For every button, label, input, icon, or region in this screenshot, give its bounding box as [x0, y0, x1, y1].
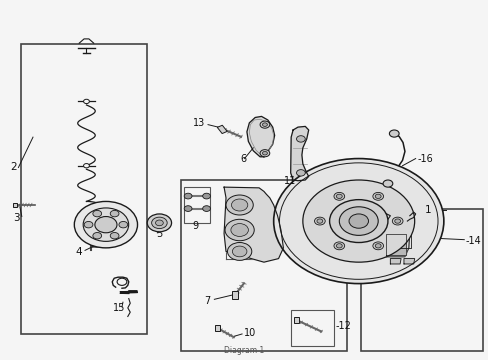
- Polygon shape: [389, 258, 400, 264]
- Text: 15: 15: [113, 303, 125, 313]
- Circle shape: [95, 216, 117, 233]
- Circle shape: [262, 123, 267, 126]
- Circle shape: [372, 192, 383, 200]
- Polygon shape: [386, 234, 405, 255]
- Text: 4: 4: [75, 247, 82, 257]
- Circle shape: [262, 152, 267, 155]
- Circle shape: [394, 219, 400, 223]
- Circle shape: [119, 221, 127, 228]
- Bar: [21, 44, 147, 334]
- Circle shape: [336, 194, 342, 198]
- Bar: [215, 325, 220, 331]
- Text: 8: 8: [284, 245, 290, 255]
- Circle shape: [316, 219, 322, 223]
- Circle shape: [382, 180, 392, 187]
- Circle shape: [184, 206, 192, 211]
- Text: 3: 3: [14, 212, 20, 222]
- Circle shape: [202, 206, 210, 211]
- Circle shape: [339, 207, 377, 235]
- Circle shape: [202, 193, 210, 199]
- Circle shape: [391, 217, 402, 225]
- Polygon shape: [246, 116, 274, 157]
- Bar: [361, 208, 482, 351]
- Text: -16: -16: [416, 154, 432, 163]
- Circle shape: [232, 246, 246, 257]
- Circle shape: [348, 214, 368, 228]
- Polygon shape: [403, 258, 414, 264]
- Circle shape: [260, 121, 269, 128]
- Circle shape: [151, 217, 167, 229]
- Text: 5: 5: [156, 229, 162, 239]
- Circle shape: [110, 210, 119, 217]
- Circle shape: [314, 217, 325, 225]
- Circle shape: [230, 224, 248, 237]
- Text: 1: 1: [424, 205, 430, 215]
- Text: Diagram 1: Diagram 1: [224, 346, 264, 355]
- Bar: [293, 317, 298, 323]
- Circle shape: [225, 195, 253, 215]
- Text: 11: 11: [284, 176, 296, 186]
- Circle shape: [273, 158, 443, 284]
- Text: 6: 6: [240, 154, 246, 164]
- Bar: [183, 187, 210, 223]
- Circle shape: [110, 233, 119, 239]
- Circle shape: [336, 244, 342, 248]
- Polygon shape: [391, 226, 410, 248]
- Circle shape: [93, 210, 102, 217]
- Text: 2: 2: [10, 162, 17, 172]
- Text: -14: -14: [465, 236, 481, 246]
- Text: 10: 10: [243, 328, 255, 338]
- Circle shape: [83, 163, 89, 168]
- Circle shape: [227, 243, 251, 260]
- Polygon shape: [224, 187, 283, 262]
- Text: -12: -12: [335, 321, 351, 332]
- Polygon shape: [290, 126, 308, 181]
- Circle shape: [224, 219, 254, 241]
- Bar: [231, 292, 237, 298]
- Circle shape: [83, 99, 89, 104]
- Bar: [217, 125, 227, 134]
- Text: 7: 7: [204, 296, 210, 306]
- Circle shape: [296, 136, 305, 142]
- Circle shape: [302, 180, 414, 262]
- Circle shape: [147, 214, 171, 232]
- Circle shape: [374, 244, 380, 248]
- Circle shape: [333, 192, 344, 200]
- Circle shape: [333, 242, 344, 250]
- Circle shape: [374, 194, 380, 198]
- Bar: [290, 310, 334, 346]
- Bar: [181, 180, 346, 351]
- Circle shape: [296, 170, 305, 176]
- Text: 13: 13: [193, 118, 205, 128]
- Circle shape: [93, 233, 102, 239]
- Circle shape: [74, 202, 137, 248]
- Circle shape: [84, 221, 93, 228]
- Circle shape: [155, 220, 163, 226]
- Polygon shape: [381, 219, 409, 257]
- Circle shape: [260, 150, 269, 157]
- Circle shape: [184, 193, 192, 199]
- Circle shape: [388, 130, 398, 137]
- Circle shape: [372, 242, 383, 250]
- Bar: [13, 203, 17, 207]
- Circle shape: [329, 200, 387, 243]
- Circle shape: [83, 208, 128, 241]
- Text: 9: 9: [192, 221, 198, 231]
- Circle shape: [231, 199, 247, 211]
